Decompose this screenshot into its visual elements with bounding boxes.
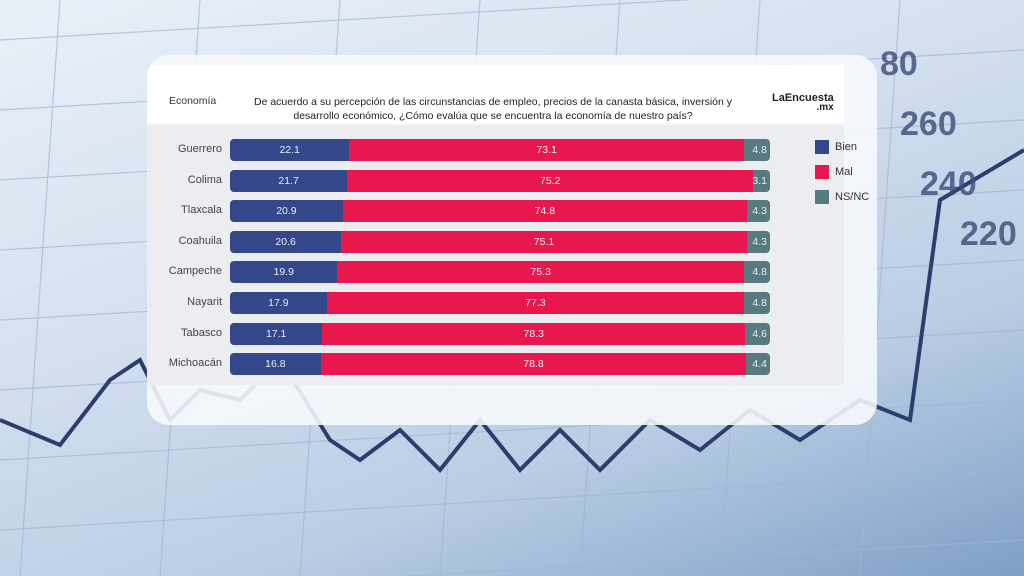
bar-segment-ns-nc: 3.1 bbox=[752, 169, 770, 192]
svg-text:220: 220 bbox=[960, 215, 1017, 253]
bar-row: Nayarit 17.9 77.3 4.8 bbox=[147, 292, 844, 314]
bar-segment-mal: 75.2 bbox=[347, 169, 754, 192]
brand-name: LaEncuesta bbox=[772, 92, 834, 104]
category-label: Tabasco bbox=[181, 326, 222, 339]
bar-segment-ns-nc: 4.3 bbox=[746, 230, 770, 253]
bar-row: Tabasco 17.1 78.3 4.6 bbox=[147, 322, 844, 345]
svg-text:80: 80 bbox=[880, 45, 918, 83]
bar-segment-ns-nc: 4.3 bbox=[746, 200, 770, 223]
bar-segment-bien: 20.6 bbox=[230, 230, 342, 253]
bar-segment-bien: 19.9 bbox=[230, 261, 338, 284]
stacked-bar: 19.9 75.3 4.8 bbox=[230, 261, 770, 284]
category-label: Guerrero bbox=[177, 143, 222, 155]
category-label: Tlaxcala bbox=[181, 204, 222, 217]
bar-row: Colima 21.7 75.2 3.1 bbox=[147, 169, 844, 192]
chart-header: Economía De acuerdo a su percepción de l… bbox=[147, 65, 844, 123]
category-label: Coahuila bbox=[178, 234, 222, 247]
legend-label: Bien bbox=[835, 140, 858, 153]
legend-swatch bbox=[815, 165, 829, 179]
bar-segment-ns-nc: 4.8 bbox=[744, 139, 770, 161]
svg-text:240: 240 bbox=[920, 165, 977, 203]
bar-segment-ns-nc: 4.8 bbox=[744, 261, 770, 284]
stacked-bar: 21.7 75.2 3.1 bbox=[230, 169, 770, 192]
stacked-bar: 20.9 74.8 4.3 bbox=[230, 200, 770, 223]
bar-row: Coahuila 20.6 75.1 4.3 bbox=[147, 230, 844, 253]
section-label: Economía bbox=[169, 95, 217, 107]
bar-segment-bien: 17.9 bbox=[230, 292, 327, 314]
category-label: Nayarit bbox=[187, 296, 222, 308]
bar-segment-bien: 20.9 bbox=[230, 200, 343, 223]
brand-logo: LaEncuesta .mx bbox=[772, 93, 834, 113]
stacked-bar: 17.9 77.3 4.8 bbox=[230, 292, 770, 314]
plot-area: Guerrero 22.1 73.1 4.8 Colima 21.7 75.2 3.1 Tlax… bbox=[147, 125, 844, 385]
stacked-bar: 17.1 78.3 4.6 bbox=[230, 322, 770, 345]
bar-row: Michoacán 16.8 78.8 4.4 bbox=[147, 353, 844, 376]
legend-item: Mal bbox=[815, 165, 853, 179]
bar-segment-bien: 21.7 bbox=[230, 169, 348, 192]
bar-segment-ns-nc: 4.6 bbox=[745, 322, 770, 345]
bar-segment-bien: 22.1 bbox=[230, 139, 350, 161]
bar-segment-mal: 73.1 bbox=[349, 139, 745, 161]
bar-segment-mal: 78.3 bbox=[322, 322, 746, 345]
bar-row: Tlaxcala 20.9 74.8 4.3 bbox=[147, 200, 844, 223]
bar-segment-mal: 74.8 bbox=[342, 200, 747, 223]
legend-item: NS/NC bbox=[815, 190, 869, 204]
legend-label: Mal bbox=[835, 165, 853, 178]
bar-segment-mal: 75.1 bbox=[341, 230, 747, 253]
legend-swatch bbox=[815, 140, 829, 154]
bar-row: Campeche 19.9 75.3 4.8 bbox=[147, 261, 844, 284]
chart-title: De acuerdo a su percepción de las circun… bbox=[253, 96, 733, 122]
bar-segment-bien: 16.8 bbox=[230, 353, 321, 376]
legend-item: Bien bbox=[815, 140, 857, 154]
bar-segment-mal: 75.3 bbox=[337, 261, 745, 284]
chart-card: Economía De acuerdo a su percepción de l… bbox=[147, 55, 877, 425]
stacked-bar: 22.1 73.1 4.8 bbox=[230, 139, 770, 161]
category-label: Campeche bbox=[168, 265, 222, 278]
stacked-bar: 16.8 78.8 4.4 bbox=[230, 353, 770, 376]
category-label: Colima bbox=[187, 173, 222, 186]
bar-segment-mal: 78.8 bbox=[320, 353, 747, 376]
bar-row: Guerrero 22.1 73.1 4.8 bbox=[147, 139, 844, 161]
bar-segment-ns-nc: 4.4 bbox=[746, 353, 770, 376]
svg-text:260: 260 bbox=[900, 105, 957, 143]
category-label: Michoacán bbox=[168, 357, 222, 370]
brand-suffix: .mx bbox=[816, 102, 834, 113]
legend-swatch bbox=[815, 190, 829, 204]
bar-segment-mal: 77.3 bbox=[326, 292, 745, 314]
bar-segment-ns-nc: 4.8 bbox=[744, 292, 770, 314]
bar-segment-bien: 17.1 bbox=[230, 322, 323, 345]
legend-label: NS/NC bbox=[835, 190, 870, 203]
stacked-bar: 20.6 75.1 4.3 bbox=[230, 230, 770, 253]
